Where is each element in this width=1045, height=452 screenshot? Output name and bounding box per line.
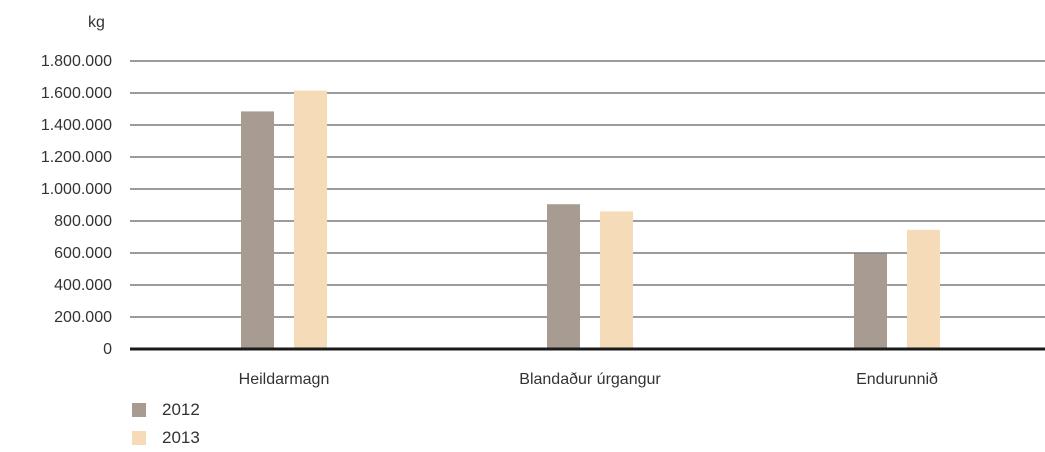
y-tick-label: 1.800.000 [41,53,112,70]
x-category-label: Endurunnið [856,371,938,388]
bar-2013 [600,211,633,349]
bar-2012 [241,111,274,350]
y-tick-label: 400.000 [54,277,112,294]
bar-2013 [294,90,327,349]
y-tick-label: 1.000.000 [41,181,112,198]
x-category-label: Heildarmagn [239,371,330,388]
bar-2012 [547,204,580,349]
bars [241,90,940,350]
x-axis-categories: Heildarmagn Blandaður úrgangur Endurunnið [239,371,938,388]
legend-item-2013: 2013 [132,424,200,452]
legend-label-2013: 2013 [162,428,200,447]
y-tick-label: 800.000 [54,213,112,230]
legend-swatch-2013 [132,431,146,445]
gridlines [130,60,1045,318]
legend-label-2012: 2012 [162,400,200,419]
y-axis-unit-label: kg [88,14,105,31]
legend-swatch-2012 [132,403,146,417]
y-tick-label: 200.000 [54,309,112,326]
legend-item-2012: 2012 [132,396,200,424]
bar-2013 [907,229,940,349]
x-category-label: Blandaður úrgangur [519,371,661,388]
y-tick-label: 0 [103,341,112,358]
y-axis-ticks: 0 200.000 400.000 600.000 800.000 1.000.000 1.… [41,53,112,358]
legend: 2012 2013 [132,396,200,452]
y-tick-label: 1.400.000 [41,117,112,134]
y-tick-label: 1.200.000 [41,149,112,166]
y-tick-label: 1.600.000 [41,85,112,102]
bar-2012 [854,253,887,349]
y-tick-label: 600.000 [54,245,112,262]
